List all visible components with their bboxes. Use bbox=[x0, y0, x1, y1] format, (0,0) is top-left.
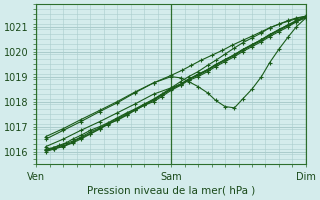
X-axis label: Pression niveau de la mer( hPa ): Pression niveau de la mer( hPa ) bbox=[87, 186, 255, 196]
